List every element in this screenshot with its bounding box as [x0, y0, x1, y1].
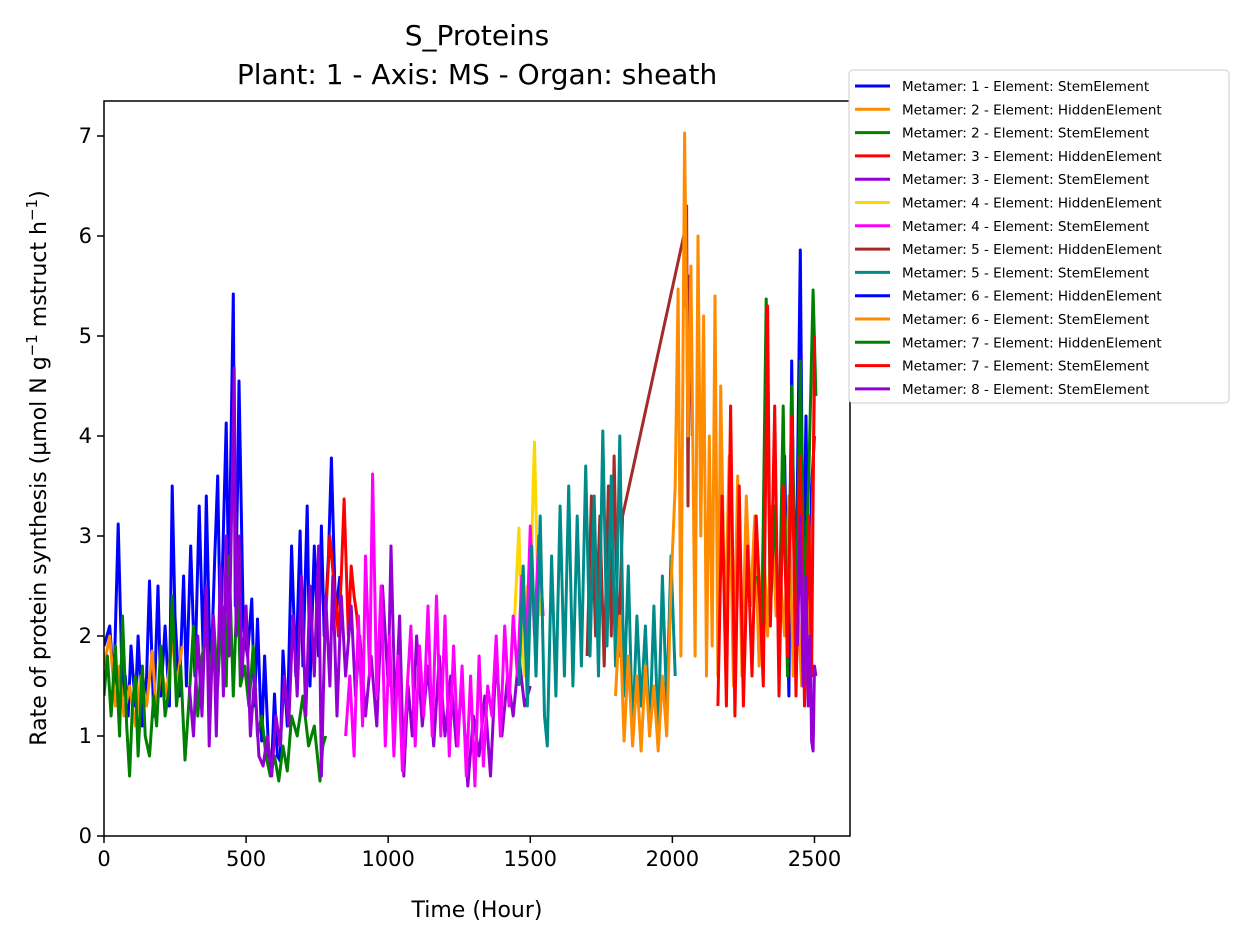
x-tick-label: 1500: [504, 847, 557, 871]
legend-label-10: Metamer: 6 - Element: HiddenElement: [902, 289, 1162, 305]
legend-label-8: Metamer: 5 - Element: HiddenElement: [902, 242, 1162, 258]
x-axis-label: Time (Hour): [411, 898, 543, 923]
y-tick-label: 0: [79, 824, 92, 848]
series-line-7: [344, 472, 545, 788]
legend-label-14: Metamer: 8 - Element: StemElement: [902, 382, 1149, 398]
legend-label-13: Metamer: 7 - Element: StemElement: [902, 359, 1149, 375]
y-tick-label: 2: [79, 624, 92, 648]
legend-label-1: Metamer: 1 - Element: StemElement: [902, 79, 1149, 95]
y-tick-label: 5: [79, 324, 92, 348]
chart-subtitle: Plant: 1 - Axis: MS - Organ: sheath: [237, 58, 717, 91]
x-tick-label: 2500: [788, 847, 841, 871]
y-tick-label: 1: [79, 724, 92, 748]
y-axis-label: Rate of protein synthesis (µmol N g−1 ms…: [23, 190, 52, 745]
legend: Metamer: 1 - Element: StemElement Metamer…: [848, 69, 1230, 404]
series-line-4: [324, 497, 362, 657]
series-line-14: [795, 514, 818, 753]
series-group: [104, 131, 818, 788]
y-axis-label-part-1: Rate of protein synthesis (µmol N g: [27, 356, 52, 745]
y-tick-label: 6: [79, 224, 92, 248]
series-line-13: [716, 304, 816, 718]
legend-label-11: Metamer: 6 - Element: StemElement: [902, 312, 1149, 328]
y-tick-label: 7: [79, 124, 92, 148]
legend-label-3: Metamer: 2 - Element: StemElement: [902, 126, 1149, 142]
x-tick-label: 1000: [361, 847, 414, 871]
x-tick-label: 2000: [646, 847, 699, 871]
legend-label-2: Metamer: 2 - Element: HiddenElement: [902, 102, 1162, 118]
x-axis-ticks: 0 500 1000 1500 2000 2500: [97, 836, 841, 871]
y-tick-label: 3: [79, 524, 92, 548]
x-tick-label: 0: [97, 847, 110, 871]
legend-label-9: Metamer: 5 - Element: StemElement: [902, 265, 1149, 281]
plot-frame: [103, 100, 851, 837]
y-axis-label-part-3: ): [27, 190, 52, 199]
x-tick-label: 500: [226, 847, 266, 871]
legend-label-6: Metamer: 4 - Element: HiddenElement: [902, 196, 1162, 212]
chart-title: S_Proteins: [405, 19, 550, 52]
y-tick-label: 4: [79, 424, 92, 448]
legend-label-7: Metamer: 4 - Element: StemElement: [902, 219, 1149, 235]
legend-box: [848, 69, 1230, 404]
legend-label-5: Metamer: 3 - Element: StemElement: [902, 172, 1149, 188]
legend-label-4: Metamer: 3 - Element: HiddenElement: [902, 149, 1162, 165]
y-axis-label-sup-2: −1: [23, 199, 41, 221]
y-axis-label-sup-1: −1: [23, 334, 41, 356]
y-axis-ticks: 0 1 2 3 4 5 6 7: [79, 124, 104, 848]
y-axis-label-part-2: mstruct h: [27, 221, 52, 334]
legend-label-12: Metamer: 7 - Element: HiddenElement: [902, 335, 1162, 351]
